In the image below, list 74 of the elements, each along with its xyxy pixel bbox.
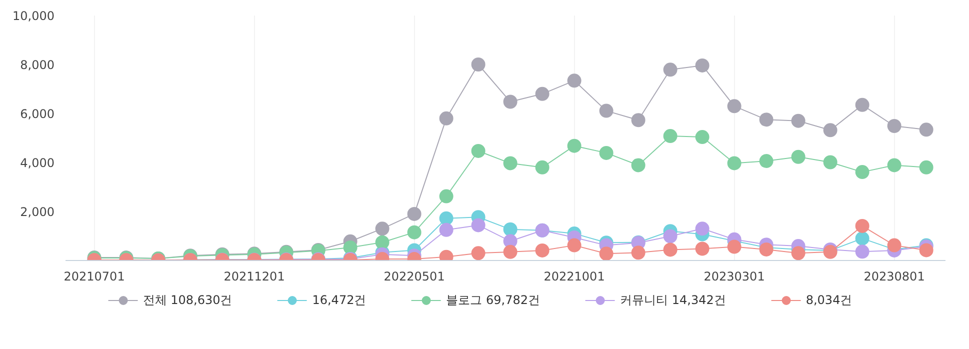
point [343, 240, 358, 254]
point [695, 222, 710, 236]
point [599, 146, 614, 160]
y-tick-label: 8,000 [20, 58, 55, 72]
point [887, 158, 902, 172]
point [599, 104, 614, 118]
point [407, 206, 422, 221]
y-tick-label: 2,000 [20, 205, 55, 219]
point [599, 246, 614, 260]
y-tick-label: 10,000 [12, 9, 55, 23]
point [567, 74, 582, 88]
point [439, 222, 454, 237]
point [919, 243, 934, 258]
x-tick-label: 20221001 [544, 270, 605, 284]
point [663, 242, 678, 257]
point [439, 189, 454, 204]
point [375, 222, 390, 236]
point [535, 160, 550, 174]
point [471, 58, 486, 72]
point [727, 240, 742, 254]
point [919, 160, 934, 174]
x-tick-label: 20220501 [384, 270, 445, 284]
point [631, 158, 646, 172]
point [535, 243, 550, 258]
point [695, 58, 710, 72]
point [791, 150, 806, 164]
point [855, 244, 870, 259]
point [567, 138, 582, 153]
x-tick-label: 20211201 [224, 270, 285, 284]
point [727, 99, 742, 114]
legend-label: 블로그 69,782건 [446, 292, 540, 308]
point [471, 246, 486, 260]
point [887, 238, 902, 252]
point [919, 122, 934, 137]
point [503, 94, 518, 109]
x-tick-label: 20210701 [64, 270, 125, 284]
point [535, 86, 550, 101]
point [823, 155, 838, 170]
point [663, 129, 678, 144]
point [855, 165, 870, 180]
point [439, 111, 454, 126]
y-tick-label: 4,000 [20, 156, 55, 170]
point [631, 113, 646, 128]
point [759, 154, 774, 168]
point [791, 246, 806, 260]
point [407, 225, 422, 240]
point [439, 211, 454, 226]
legend-label: 16,472건 [312, 292, 366, 308]
point [503, 244, 518, 259]
legend-label: 커뮤니티 14,342건 [620, 292, 726, 308]
point [759, 112, 774, 127]
point [791, 114, 806, 128]
legend-label: 전체 108,630건 [142, 292, 232, 308]
point [695, 130, 710, 144]
point [663, 229, 678, 244]
x-tick-label: 20230301 [704, 270, 765, 284]
point [471, 144, 486, 158]
legend-label: 8,034건 [806, 292, 852, 308]
point [695, 242, 710, 256]
point [567, 238, 582, 252]
point [503, 222, 518, 236]
point [855, 218, 870, 233]
point [375, 235, 390, 250]
point [471, 218, 486, 232]
x-tick-label: 20230801 [864, 270, 925, 284]
point [503, 156, 518, 170]
y-tick-label: 6,000 [20, 107, 55, 121]
point [855, 98, 870, 112]
point [727, 156, 742, 170]
point [823, 123, 838, 138]
point [887, 119, 902, 133]
point [663, 62, 678, 77]
point [855, 231, 870, 246]
point [631, 246, 646, 260]
